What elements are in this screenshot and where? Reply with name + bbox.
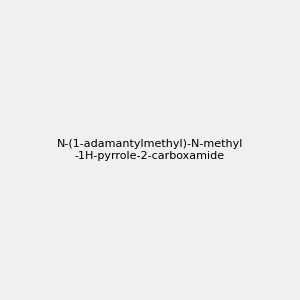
Text: N-(1-adamantylmethyl)-N-methyl
-1H-pyrrole-2-carboxamide: N-(1-adamantylmethyl)-N-methyl -1H-pyrro… bbox=[57, 139, 243, 161]
